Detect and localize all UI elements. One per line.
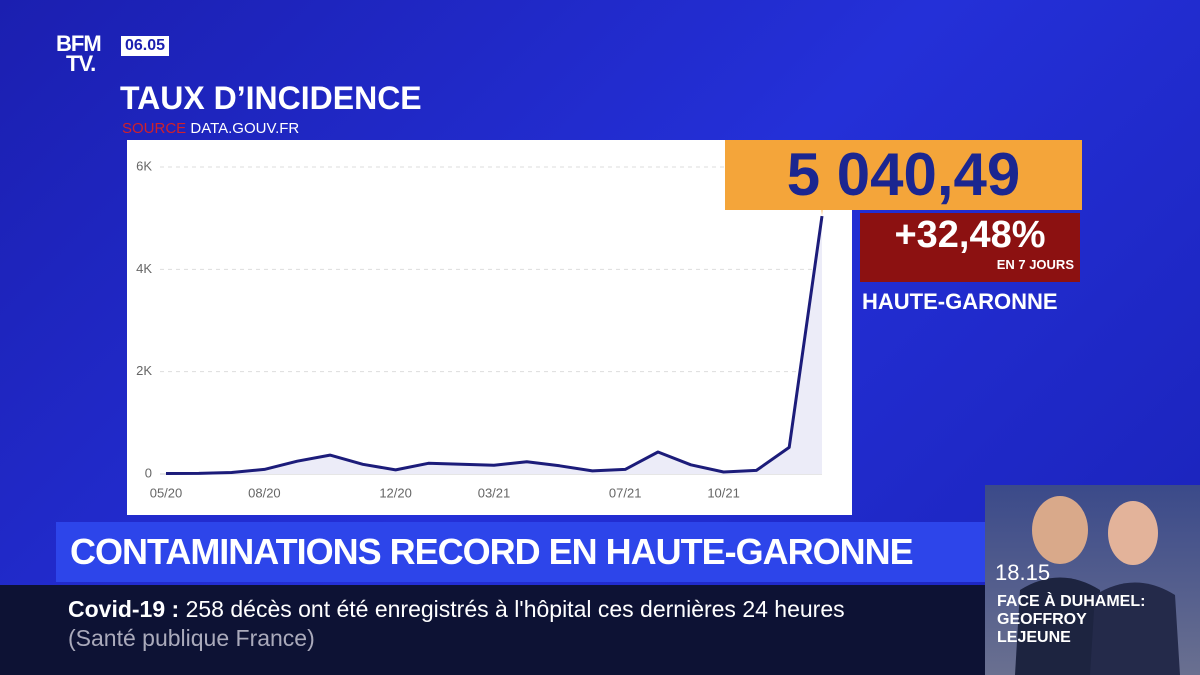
headline: CONTAMINATIONS RECORD EN HAUTE-GARONNE — [56, 522, 985, 582]
inset-guest-last: LEJEUNE — [997, 629, 1071, 646]
logo-top: BFM — [56, 31, 102, 56]
ticker-source: (Santé publique France) — [68, 625, 315, 651]
ticker: Covid-19 : 258 décès ont été enregistrés… — [0, 585, 985, 675]
x-tick-label: 12/20 — [379, 485, 412, 500]
line — [165, 215, 824, 475]
change: +32,48% — [894, 214, 1046, 256]
source-label: SOURCE — [122, 120, 187, 137]
chart: 0 2K 4K 6K 05/20 08/20 12/20 03/21 07/21 10/21 — [136, 140, 828, 500]
inset-guest-first: GEOFFROY — [997, 611, 1087, 628]
period: EN 7 JOURS — [996, 257, 1074, 272]
logo-bottom: TV. — [66, 51, 96, 76]
y-tick-label: 4K — [136, 261, 152, 276]
x-tick-label: 05/20 — [150, 485, 183, 500]
inset-time: 18.15 — [995, 560, 1051, 585]
change-box: +32,48% EN 7 JOURS — [860, 213, 1080, 282]
ticker-text: Covid-19 : 258 décès ont été enregistrés… — [68, 595, 888, 653]
inset: 18.15 FACE À DUHAMEL: GEOFFROY LEJEUNE — [985, 485, 1200, 675]
inset-show: FACE À DUHAMEL: — [997, 593, 1146, 610]
ticker-body: 258 décès ont été enregistrés à l'hôpita… — [185, 596, 845, 622]
inset-photo — [1015, 496, 1180, 675]
ticker-topic: Covid-19 — [68, 596, 166, 622]
value-callout: 5 040,49 — [725, 140, 1082, 210]
x-tick-label: 08/20 — [248, 485, 281, 500]
clock: 06.05 — [121, 36, 170, 56]
region: HAUTE-GARONNE — [862, 289, 1058, 314]
ticker-sep: : — [171, 596, 180, 622]
area — [166, 216, 822, 474]
source: DATA.GOUV.FR — [190, 120, 300, 137]
y-tick-label: 6K — [136, 158, 152, 173]
y-tick-label: 2K — [136, 363, 152, 378]
logo: BFM TV. — [56, 31, 102, 76]
inset-text: FACE À DUHAMEL: GEOFFROY LEJEUNE — [997, 593, 1145, 647]
x-tick-label: 07/21 — [609, 485, 642, 500]
x-tick-label: 10/21 — [707, 485, 740, 500]
title: TAUX D’INCIDENCE — [120, 80, 422, 116]
y-tick-label: 0 — [145, 465, 152, 480]
source-line: SOURCE DATA.GOUV.FR — [122, 120, 299, 137]
x-tick-label: 03/21 — [478, 485, 511, 500]
